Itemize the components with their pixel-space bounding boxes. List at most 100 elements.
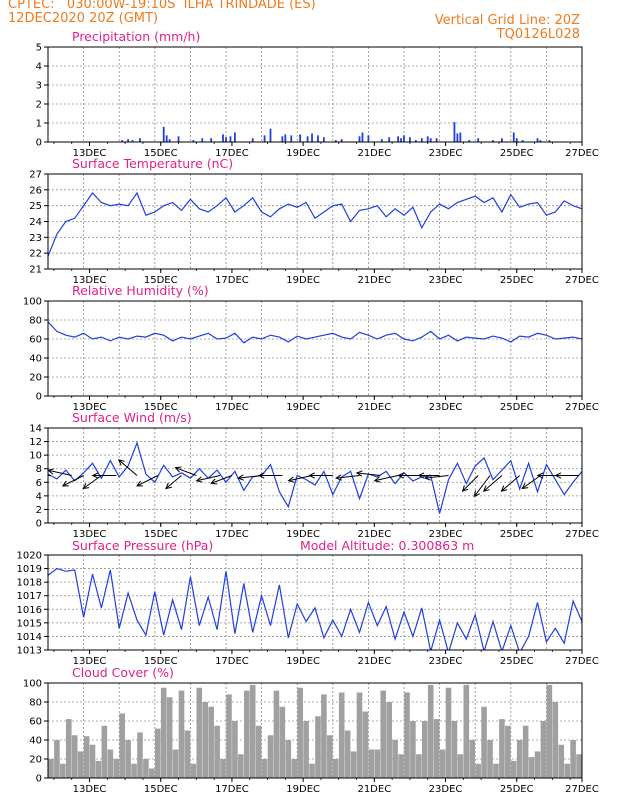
y-tick-label: 27 (29, 170, 42, 181)
wind-vector (462, 475, 479, 492)
x-tick-label: 17DEC (215, 275, 249, 286)
precip-bar (456, 133, 459, 142)
precip-bar (400, 138, 402, 142)
precip-bar (548, 140, 551, 142)
cloud-bar (279, 706, 286, 778)
precip-bar (340, 139, 343, 142)
cloud-bar (89, 744, 96, 778)
y-tick-label: 1 (36, 119, 42, 130)
cloud-bar (315, 716, 321, 778)
x-tick-label: 23DEC (429, 148, 463, 159)
wind-vector (175, 467, 197, 476)
precip-bar (263, 135, 266, 142)
precip-bar (201, 138, 204, 142)
x-tick-label: 13DEC (73, 784, 107, 795)
cloud-bar (125, 740, 131, 778)
precip-bar (269, 128, 272, 142)
panel-frame (47, 46, 583, 143)
header-datetime: 12DEC2020 20Z (GMT) (8, 11, 159, 26)
y-tick-label: 1013 (17, 646, 42, 657)
cloud-bar (445, 687, 452, 778)
precip-bar (515, 138, 518, 142)
cloud-bar (172, 749, 179, 778)
panel-5: 1013 1014 1015 1016 1017 1018 1019 1020 13DEC 15D… (17, 538, 599, 667)
x-tick-label: 25DEC (500, 275, 534, 286)
cloud-bar (570, 740, 576, 778)
x-tick-label: 21DEC (357, 402, 391, 413)
x-tick-label: 19DEC (286, 275, 320, 286)
x-tick-label: 25DEC (500, 656, 534, 667)
y-tick-label: 0 (36, 138, 42, 149)
precip-bar (521, 140, 524, 142)
cloud-bar (344, 730, 351, 778)
wind-vector-head (237, 474, 244, 481)
cloud-bar (404, 692, 410, 778)
y-tick-label: 10 (29, 451, 42, 462)
cloud-bar (48, 759, 54, 778)
cloud-bar (368, 749, 375, 778)
x-tick-label: 19DEC (286, 148, 320, 159)
y-tick-label: 2 (36, 100, 42, 111)
x-tick-label: 13DEC (73, 275, 107, 286)
cloud-bar (273, 690, 280, 778)
cloud-bar (439, 749, 446, 778)
x-tick-label: 23DEC (429, 402, 463, 413)
y-tick-label: 80 (29, 698, 42, 709)
y-tick-label: 6 (36, 478, 42, 489)
precip-bar (539, 140, 542, 142)
x-tick-label: 21DEC (357, 656, 391, 667)
precip-bar (367, 135, 370, 142)
precip-bar (210, 138, 213, 142)
cloud-bar (350, 751, 357, 778)
wind-vector-head (554, 472, 562, 479)
y-tick-label: 26 (29, 185, 42, 196)
x-tick-label: 15DEC (144, 148, 178, 159)
cloud-bar (178, 690, 185, 778)
y-tick-label: 40 (29, 354, 42, 365)
cloud-bar (516, 740, 523, 778)
x-tick-label: 23DEC (429, 656, 463, 667)
cloud-bar (309, 763, 315, 778)
x-tick-label: 19DEC (286, 656, 320, 667)
cloud-bar (332, 759, 339, 778)
panel-title: Cloud Cover (%) (72, 665, 174, 680)
precip-bar (121, 140, 124, 142)
cloud-bar (238, 754, 244, 778)
wind-vector-head (287, 476, 295, 483)
precip-bar (317, 135, 319, 142)
cloud-bar (321, 694, 327, 778)
wind-vector-head (335, 474, 342, 481)
cloud-bar (249, 684, 256, 778)
y-tick-label: 5 (36, 43, 42, 54)
cloud-bar (154, 728, 161, 778)
panel-title: Relative Humidity (%) (72, 283, 209, 298)
x-tick-label: 17DEC (215, 402, 249, 413)
wind-vector (474, 475, 491, 497)
x-tick-label: 27DEC (565, 402, 599, 413)
wind-vector (483, 475, 503, 492)
panel-title: Surface Pressure (hPa) (72, 538, 213, 553)
cloud-bar (95, 760, 102, 778)
y-tick-label: 20 (29, 755, 42, 766)
x-tick-label: 27DEC (565, 784, 599, 795)
y-tick-label: 21 (29, 265, 42, 276)
precip-bar (165, 135, 168, 142)
wind-vector-head (210, 478, 218, 485)
wind-vector-head (536, 472, 544, 479)
x-tick-label: 21DEC (357, 275, 391, 286)
y-tick-label: 2 (36, 505, 42, 516)
y-tick-label: 24 (29, 217, 42, 228)
cloud-bar (255, 725, 262, 778)
precip-bar (127, 139, 129, 142)
wind-vector (48, 469, 72, 476)
panel-3: 0 20 40 60 80 100 13DEC 15DEC 17DEC 19DEC 21DEC 23D… (23, 283, 599, 413)
wind-vector-head (61, 480, 69, 487)
cloud-bar (149, 768, 155, 778)
plot-area (48, 441, 582, 514)
y-tick-label: 12 (29, 437, 42, 448)
y-tick-label: 1020 (17, 551, 42, 562)
precip-bar (429, 138, 432, 142)
y-tick-label: 100 (23, 297, 42, 308)
precip-bar (403, 135, 405, 142)
precip-bar (225, 137, 227, 142)
